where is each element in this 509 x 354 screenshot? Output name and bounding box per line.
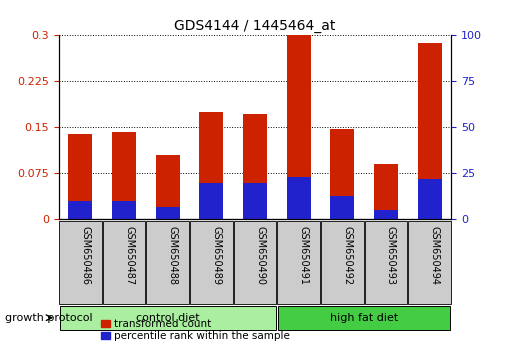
FancyBboxPatch shape (277, 221, 319, 304)
Bar (373, 210, 397, 219)
FancyBboxPatch shape (190, 221, 232, 304)
Bar (242, 183, 267, 219)
Text: GSM650486: GSM650486 (80, 226, 90, 285)
Text: GSM650491: GSM650491 (298, 226, 308, 285)
Bar (155, 207, 179, 219)
Bar (373, 164, 397, 219)
Bar (68, 201, 92, 219)
Text: high fat diet: high fat diet (329, 313, 398, 323)
Legend: transformed count, percentile rank within the sample: transformed count, percentile rank withi… (97, 315, 293, 345)
Bar (286, 35, 310, 219)
Bar (330, 129, 354, 219)
Text: GSM650488: GSM650488 (167, 226, 177, 285)
Bar (155, 155, 179, 219)
FancyBboxPatch shape (277, 306, 449, 330)
FancyBboxPatch shape (102, 221, 145, 304)
FancyBboxPatch shape (364, 221, 407, 304)
FancyBboxPatch shape (146, 221, 189, 304)
Text: control diet: control diet (136, 313, 199, 323)
Text: growth protocol: growth protocol (5, 313, 93, 323)
FancyBboxPatch shape (233, 221, 276, 304)
Text: GSM650489: GSM650489 (211, 226, 221, 285)
Bar (112, 201, 136, 219)
Bar (242, 114, 267, 219)
Bar (68, 133, 92, 219)
Bar (199, 183, 223, 219)
Text: GSM650490: GSM650490 (254, 226, 265, 285)
Bar (330, 195, 354, 219)
Title: GDS4144 / 1445464_at: GDS4144 / 1445464_at (174, 19, 335, 33)
Text: GSM650487: GSM650487 (124, 226, 134, 285)
Bar (417, 43, 441, 219)
Bar (199, 112, 223, 219)
FancyBboxPatch shape (407, 221, 450, 304)
FancyBboxPatch shape (59, 221, 102, 304)
FancyBboxPatch shape (320, 221, 363, 304)
Text: GSM650494: GSM650494 (429, 226, 439, 285)
Bar (417, 179, 441, 219)
Text: GSM650493: GSM650493 (385, 226, 395, 285)
Bar (286, 177, 310, 219)
Bar (112, 132, 136, 219)
Text: GSM650492: GSM650492 (342, 226, 352, 285)
FancyBboxPatch shape (60, 306, 275, 330)
